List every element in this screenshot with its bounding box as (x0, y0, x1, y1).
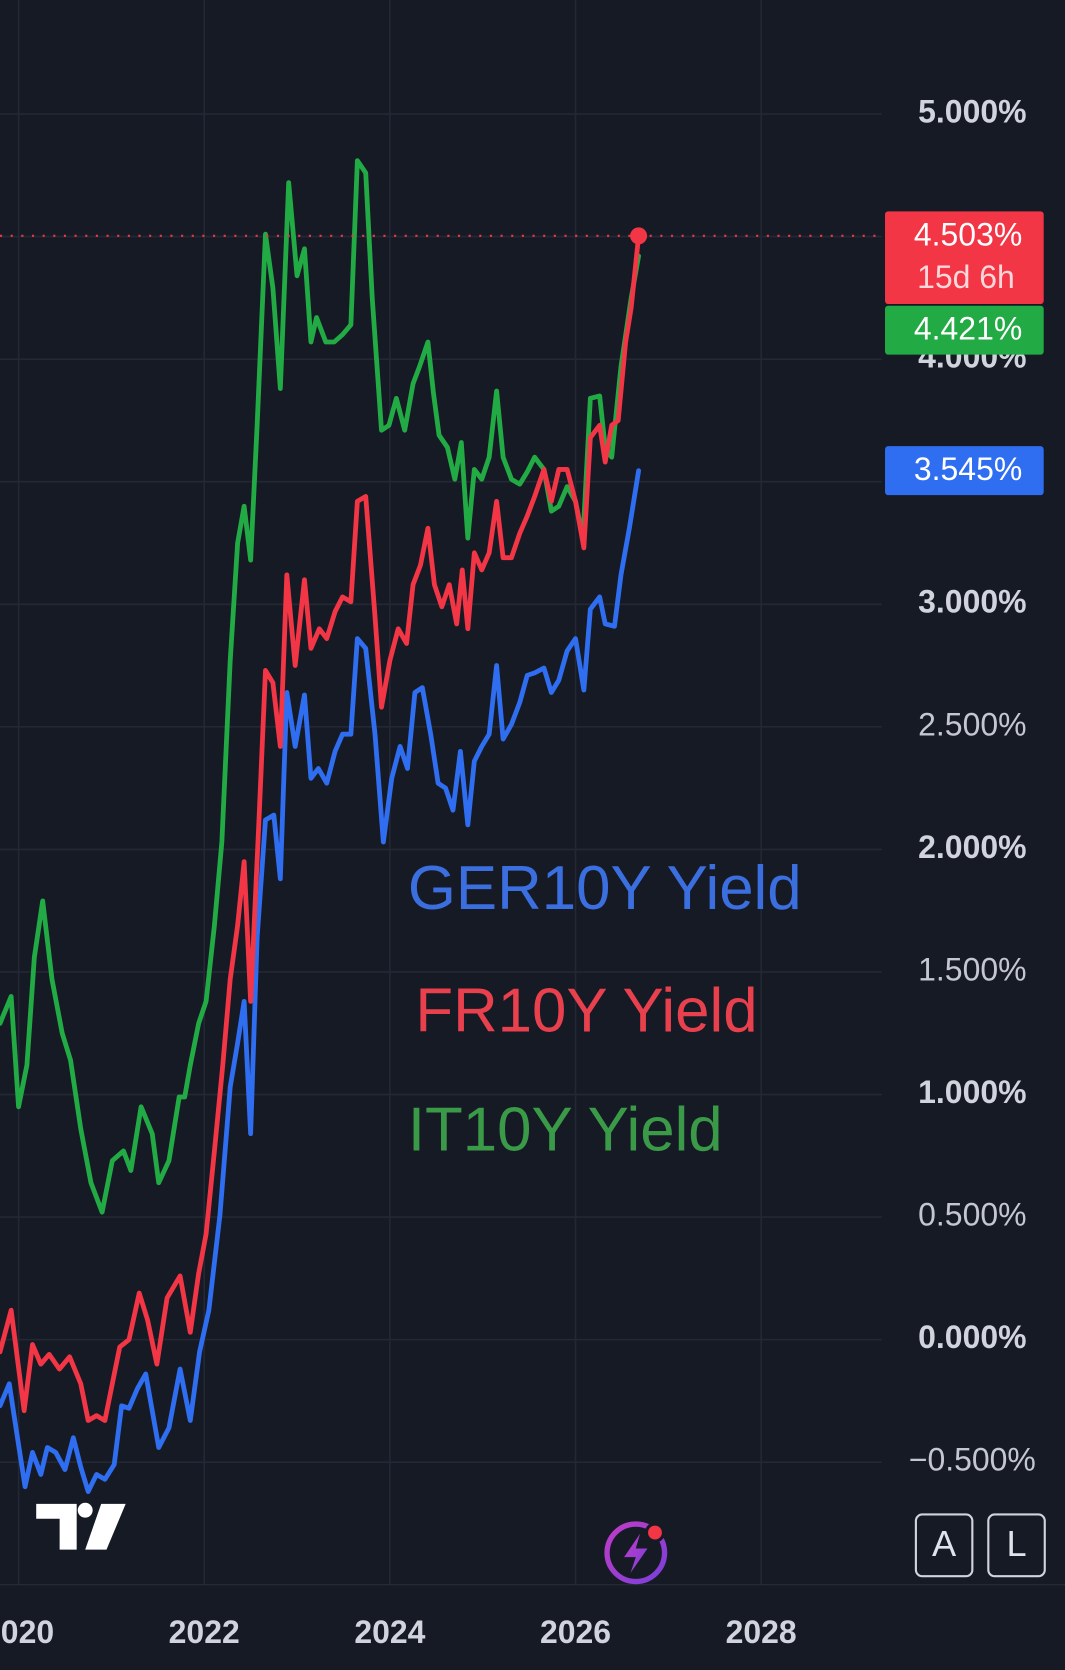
price-tag-label: 3.545% (914, 451, 1022, 487)
x-tick-label: 2024 (354, 1614, 425, 1650)
alert-button[interactable] (604, 1521, 668, 1585)
x-tick-label: 2026 (540, 1614, 611, 1650)
countdown-label: 15d 6h (917, 259, 1015, 295)
y-tick-label: −0.500% (909, 1442, 1036, 1478)
scale-button-label[interactable]: L (1006, 1523, 1026, 1564)
scale-button[interactable] (987, 1513, 1046, 1578)
y-tick-label: 2.000% (918, 829, 1026, 865)
y-tick-label: 2.500% (918, 706, 1026, 742)
logo (36, 1502, 126, 1550)
price-tag (885, 211, 1044, 305)
last-point (630, 227, 648, 245)
legend-label: IT10Y Yield (408, 1096, 723, 1165)
axis-labels: −0.500% 0.000% 0.500% 1.000% 1.500% 2.000% 2.5… (0, 93, 1036, 1650)
x-tick-label: 2028 (726, 1614, 797, 1650)
plot (0, 158, 882, 1495)
y-tick-label: 1.000% (918, 1074, 1026, 1110)
y-tick-label: 5.000% (918, 93, 1026, 129)
series-line (0, 158, 642, 1215)
scale-button-label[interactable]: A (932, 1523, 957, 1564)
y-tick-label: 3.000% (918, 584, 1026, 620)
y-tick-label: 0.000% (918, 1319, 1026, 1355)
y-tick-label: 0.500% (918, 1197, 1026, 1233)
y-tick-label: 1.500% (918, 951, 1026, 987)
price-tag-label: 4.421% (914, 311, 1022, 347)
legend-label: FR10Y Yield (415, 976, 757, 1045)
x-tick-label: 2022 (169, 1614, 240, 1650)
legend-label: GER10Y Yield (408, 854, 802, 923)
series-line (0, 233, 642, 1423)
series-line (0, 468, 642, 1495)
price-tag (885, 305, 1044, 355)
scale-button[interactable] (914, 1513, 974, 1578)
price-tag-label: 4.503% (914, 216, 1022, 252)
price-tag (885, 446, 1044, 496)
